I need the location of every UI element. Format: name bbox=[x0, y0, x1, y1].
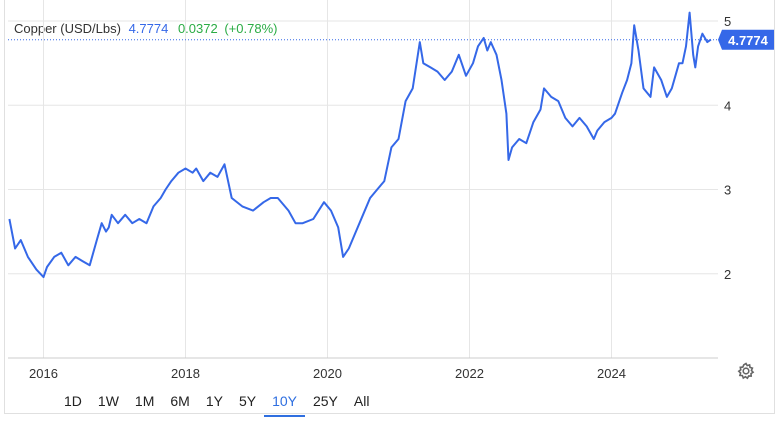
x-tick-label: 2024 bbox=[597, 366, 626, 381]
y-tick-label: 2 bbox=[724, 267, 731, 282]
price-chart[interactable]: 2 3 4 5 2016 2018 2020 2022 2024 4.7774 bbox=[0, 0, 780, 385]
range-tab-5y[interactable]: 5Y bbox=[238, 393, 257, 409]
chart-header: Copper (USD/Lbs) 4.7774 0.0372 (+0.78%) bbox=[14, 21, 277, 36]
y-tick-label: 4 bbox=[724, 98, 731, 113]
price-tag bbox=[718, 29, 774, 50]
price-tag-label: 4.7774 bbox=[728, 33, 769, 48]
range-tab-1m[interactable]: 1M bbox=[134, 393, 155, 409]
range-tab-6m[interactable]: 6M bbox=[170, 393, 190, 409]
gear-icon[interactable] bbox=[736, 361, 756, 381]
y-tick-label: 3 bbox=[724, 183, 731, 198]
price-series-line bbox=[8, 11, 712, 279]
range-tab-1y[interactable]: 1Y bbox=[205, 393, 223, 409]
range-tab-all[interactable]: All bbox=[353, 393, 370, 409]
price-change-percent: (+0.78%) bbox=[224, 21, 278, 36]
last-price: 4.7774 bbox=[128, 21, 169, 36]
x-tick-label: 2016 bbox=[29, 366, 58, 381]
chart-panel bbox=[4, 0, 775, 414]
y-tick-label: 5 bbox=[724, 14, 731, 29]
x-tick-label: 2022 bbox=[455, 366, 484, 381]
range-tab-1w[interactable]: 1W bbox=[97, 393, 119, 409]
range-tab-10y[interactable]: 10Y bbox=[264, 387, 305, 417]
price-change: 0.0372 bbox=[177, 21, 218, 36]
x-tick-label: 2020 bbox=[313, 366, 342, 381]
range-selector: 1D 1W 1M 6M 1Y 5Y 10Y 25Y All bbox=[56, 387, 377, 417]
x-tick-label: 2018 bbox=[171, 366, 200, 381]
range-tab-1d[interactable]: 1D bbox=[64, 393, 82, 409]
range-tab-25y[interactable]: 25Y bbox=[312, 393, 338, 409]
instrument-name: Copper (USD/Lbs) bbox=[14, 21, 121, 36]
